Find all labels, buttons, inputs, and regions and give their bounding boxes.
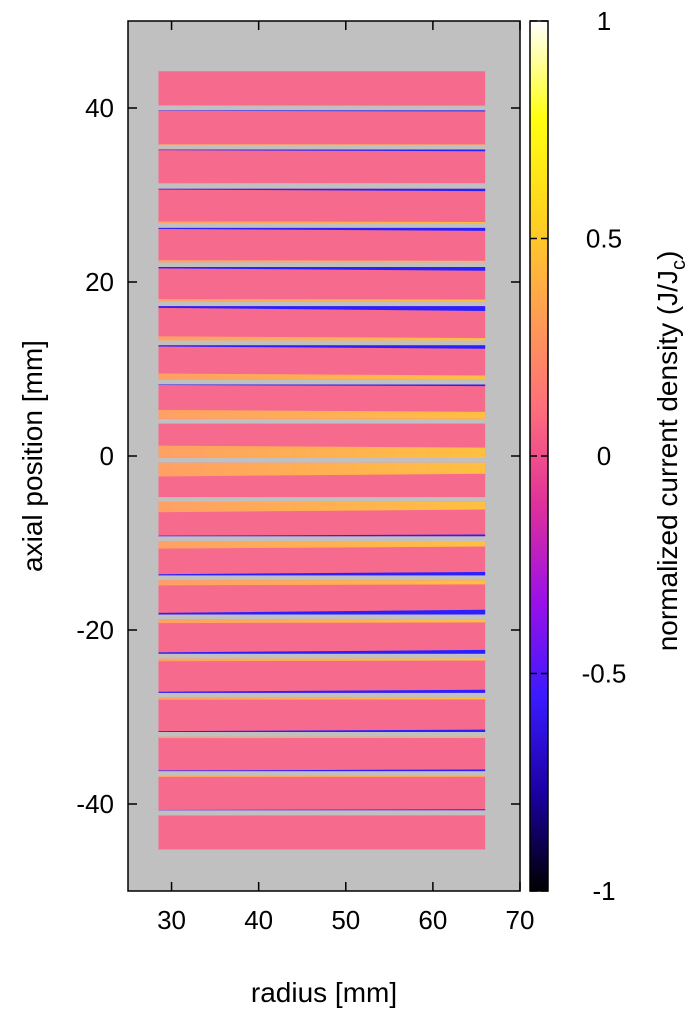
positive-band-17 xyxy=(158,697,486,700)
negative-band-5 xyxy=(158,227,486,231)
positive-band-2 xyxy=(158,144,486,145)
positive-band-5 xyxy=(158,260,486,263)
negative-band-9 xyxy=(158,384,486,387)
pancake-6 xyxy=(158,266,486,302)
positive-band-3 xyxy=(158,182,486,184)
pancake-19 xyxy=(158,775,486,811)
negative-band-4 xyxy=(158,188,486,192)
colorbar-tick-label: -0.5 xyxy=(582,659,627,689)
positive-band-9 xyxy=(158,409,486,419)
y-tick-label: -40 xyxy=(76,789,114,819)
negative-band-2 xyxy=(158,110,486,112)
positive-band-8 xyxy=(158,373,486,380)
positive-band-11 xyxy=(158,462,486,477)
pancake-4 xyxy=(158,188,486,224)
x-tick-label: 50 xyxy=(331,905,360,935)
pancake-layer xyxy=(158,71,486,850)
pancake-7 xyxy=(158,306,486,341)
x-tick-label: 70 xyxy=(506,905,535,935)
positive-band-12 xyxy=(158,501,486,513)
y-axis-title: axial position [mm] xyxy=(17,340,48,572)
colorbar-ticks: 1 0.5 0 -0.5 -1 xyxy=(530,6,626,906)
negative-band-12 xyxy=(158,534,486,537)
pancake-16 xyxy=(158,658,486,693)
colorbar-title-main: normalized current density (J/J xyxy=(652,270,683,651)
pancake-18 xyxy=(158,736,486,772)
pancake-15 xyxy=(158,619,486,654)
x-axis-ticks: 30 40 50 60 70 xyxy=(157,21,534,935)
negative-band-17 xyxy=(158,729,486,733)
positive-band-6 xyxy=(158,298,486,302)
pancake-2 xyxy=(158,110,486,145)
colorbar-tick-label: -1 xyxy=(592,876,615,906)
positive-band-20 xyxy=(158,815,486,816)
negative-band-16 xyxy=(158,689,486,693)
negative-band-19 xyxy=(158,809,486,811)
colorbar-tick-label: 1 xyxy=(597,6,611,36)
negative-band-8 xyxy=(158,345,486,349)
pancake-17 xyxy=(158,697,486,733)
colorbar-tick-label: 0.5 xyxy=(586,224,622,254)
colorbar-tick-label: 0 xyxy=(597,441,611,471)
y-axis-ticks: 40 20 0 -20 -40 xyxy=(76,93,520,819)
positive-band-4 xyxy=(158,221,486,224)
negative-band-13 xyxy=(158,571,486,576)
positive-band-7 xyxy=(158,336,486,341)
y-tick-label: 40 xyxy=(85,93,114,123)
negative-band-14 xyxy=(158,609,486,615)
positive-band-15 xyxy=(158,619,486,624)
y-tick-label: -20 xyxy=(76,615,114,645)
positive-band-18 xyxy=(158,736,486,739)
negative-band-3 xyxy=(158,149,486,152)
y-tick-label: 20 xyxy=(85,267,114,297)
colorbar-title: normalized current density (J/Jc) xyxy=(652,251,690,652)
negative-band-15 xyxy=(158,649,486,654)
positive-band-14 xyxy=(158,580,486,586)
colorbar-title-close: ) xyxy=(652,251,683,260)
positive-band-13 xyxy=(158,541,486,549)
positive-band-10 xyxy=(158,445,486,458)
pancake-3 xyxy=(158,149,486,184)
x-axis-title: radius [mm] xyxy=(251,977,397,1008)
pancake-5 xyxy=(158,227,486,263)
negative-band-6 xyxy=(158,266,486,271)
pancake-1 xyxy=(158,71,486,106)
x-tick-label: 30 xyxy=(157,905,186,935)
positive-band-19 xyxy=(158,775,486,777)
positive-band-16 xyxy=(158,658,486,662)
x-tick-label: 60 xyxy=(418,905,447,935)
y-tick-label: 0 xyxy=(100,441,114,471)
negative-band-18 xyxy=(158,769,486,772)
pancake-14 xyxy=(158,580,486,615)
colorbar-title-subscript: c xyxy=(668,260,690,270)
x-tick-label: 40 xyxy=(244,905,273,935)
negative-band-7 xyxy=(158,306,486,311)
pancake-20 xyxy=(158,815,486,850)
